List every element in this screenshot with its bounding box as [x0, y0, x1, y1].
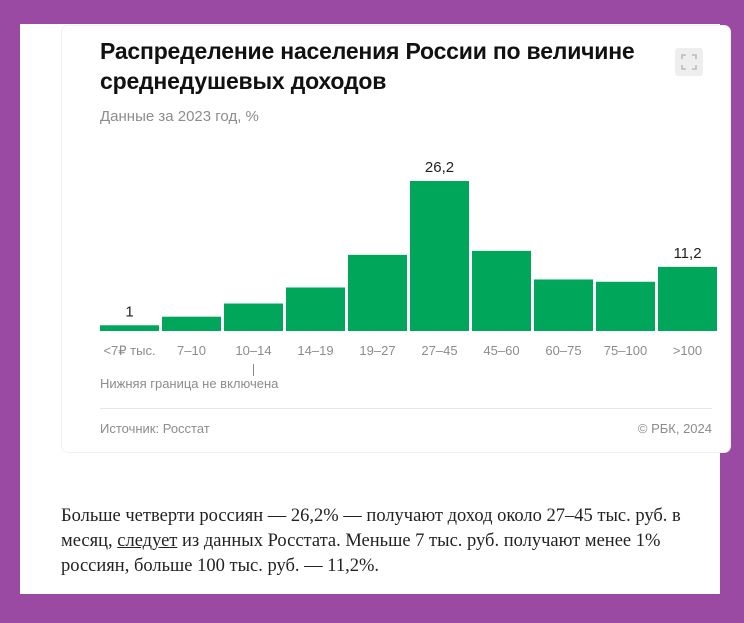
x-tick-label-6: 45–60	[483, 343, 519, 358]
bar-chart: <7₽ тыс. 1 7–10 10–14 14–19 19–27 27–45 26,2 45–…	[100, 159, 717, 376]
page-background: Распределение населения России по величи…	[20, 24, 730, 594]
bar-4	[348, 254, 407, 331]
bar-0	[100, 325, 159, 331]
bar-1	[162, 316, 221, 331]
bar-8	[596, 281, 655, 331]
x-tick-label-5: 27–45	[421, 343, 457, 358]
x-tick-label-2: 10–14	[235, 343, 271, 358]
chart-subtitle: Данные за 2023 год, %	[100, 108, 259, 125]
x-tick-label-7: 60–75	[545, 343, 581, 358]
bar-9	[658, 266, 717, 331]
chart-card: Распределение населения России по величи…	[62, 26, 730, 452]
article-paragraph: Больше четверти россиян — 26,2% — получа…	[61, 504, 711, 579]
bar-6	[472, 250, 531, 331]
source-text: Источник: Росстат	[100, 421, 210, 436]
article-link[interactable]: следует	[117, 531, 178, 551]
expand-icon[interactable]	[675, 48, 703, 76]
bar-3	[286, 287, 345, 331]
data-label-9: 11,2	[673, 245, 701, 262]
chart-annotation: Нижняя граница не включена	[100, 376, 279, 391]
x-tick-label-8: 75–100	[604, 343, 647, 358]
copyright-text: © РБК, 2024	[637, 421, 712, 436]
x-tick-label-0: <7₽ тыс.	[103, 343, 155, 358]
data-label-0: 1	[125, 303, 133, 320]
data-label-5: 26,2	[425, 159, 454, 176]
article-text-1: Больше четверти россиян — 26,2% — получа…	[61, 506, 681, 551]
x-tick-label-9: >100	[673, 343, 702, 358]
chart-title: Распределение населения России по величи…	[100, 38, 635, 94]
bar-7	[534, 279, 593, 331]
x-tick-label-4: 19–27	[359, 343, 395, 358]
x-tick-label-1: 7–10	[177, 343, 206, 358]
x-tick-label-3: 14–19	[297, 343, 333, 358]
bar-2	[224, 303, 283, 331]
divider	[100, 408, 712, 409]
bar-5	[410, 181, 469, 331]
article-text-2: из данных Росстата. Меньше 7 тыс. руб. п…	[61, 531, 661, 576]
